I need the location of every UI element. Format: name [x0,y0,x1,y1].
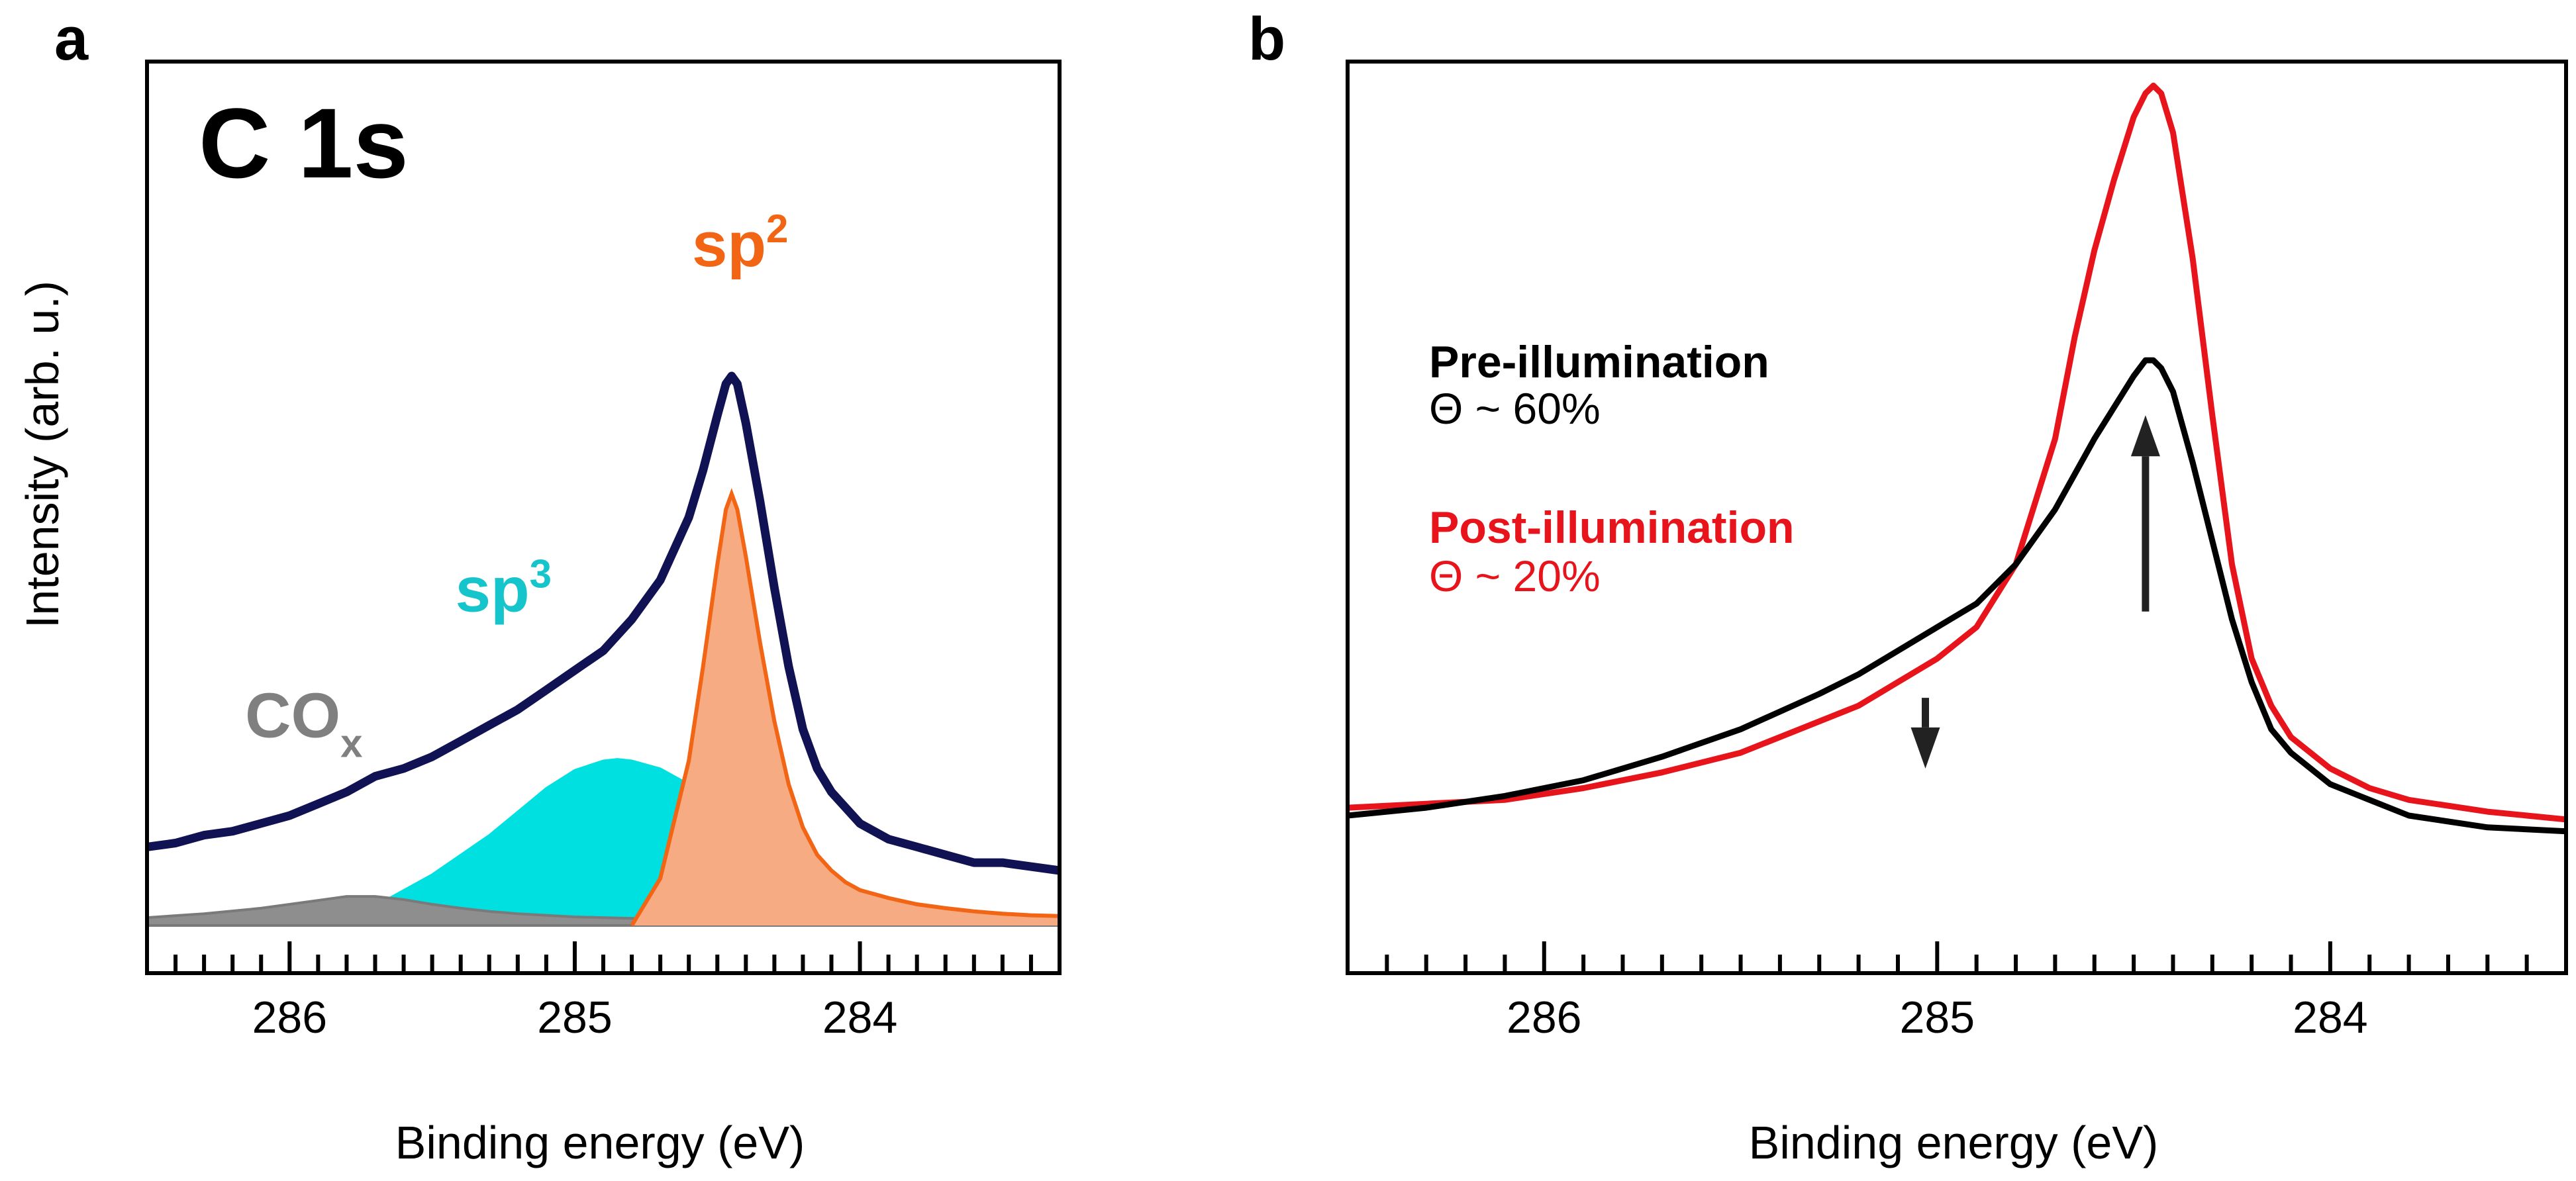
panel-a-tick-label-286: 286 [252,992,327,1043]
panel-b-tick-labels: 286 285 284 [1507,992,2368,1043]
cox-peak-label: COx [245,680,362,765]
panel-a: 286 285 284 C 1s Binding energy (eV) Inten… [17,60,1062,1168]
panel-letter-b: b [1248,5,1285,73]
post-illumination-legend-label: Post-illumination [1429,502,1795,553]
sp2-component-fill [632,493,1060,925]
panel-a-tick-label-285: 285 [537,992,612,1043]
panel-b: 286 285 284 Binding energy (eV) Pre-illumi… [1346,60,2568,1168]
pre-illumination-coverage-label: Θ ~ 60% [1429,384,1601,433]
sp3-peak-label: sp3 [456,552,552,626]
arrow-up-head [2130,415,2160,457]
envelope-line [146,371,1060,875]
panel-a-x-axis-label: Binding energy (eV) [395,1117,805,1168]
post-illumination-coverage-label: Θ ~ 20% [1429,551,1601,600]
panel-b-x-axis-label: Binding energy (eV) [1749,1117,2159,1168]
arrow-down-head [1910,727,1940,769]
panel-b-lines [1347,82,2567,835]
arrow-up [2130,415,2160,612]
arrow-down [1910,698,1940,769]
panel-b-arrows [1910,415,2160,769]
panel-b-frame [1346,60,2568,975]
panel-a-lines [146,371,1060,927]
panel-a-y-axis-label: Intensity (arb. u.) [17,281,68,628]
pre-illumination-legend-label: Pre-illumination [1429,337,1769,387]
panel-b-tick-label-285: 285 [1900,992,1975,1043]
panel-a-ticks [145,941,1062,973]
panel-a-peak-labels: sp2 sp3 COx [245,207,788,765]
panel-a-title: C 1s [199,87,409,199]
panel-a-fills [146,493,1061,927]
panel-b-tick-label-284: 284 [2293,992,2367,1043]
panel-letter-a: a [54,5,89,73]
panel-a-tick-label-284: 284 [822,992,897,1043]
sp2-peak-label: sp2 [692,207,788,280]
panel-b-tick-label-286: 286 [1507,992,1581,1043]
panel-a-tick-labels: 286 285 284 [252,992,898,1043]
panel-b-ticks [1346,941,2568,973]
sp3-component-fill [147,758,1061,927]
post-illumination-line [1347,82,2567,823]
pre-illumination-line [1347,357,2567,835]
sp2-component-line [630,488,1060,927]
